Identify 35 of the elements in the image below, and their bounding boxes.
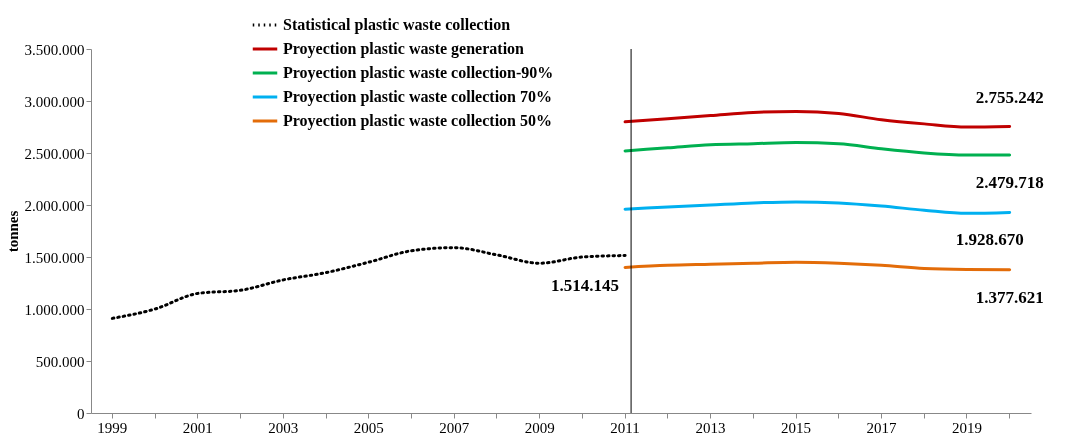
legend-label: Proyection plastic waste collection 70% — [283, 88, 552, 106]
y-tick-label: 2.000.000 — [24, 197, 85, 214]
legend-label: Proyection plastic waste collection 50% — [283, 112, 552, 130]
y-tick-label: 1.000.000 — [24, 301, 85, 318]
y-tick-label: 500.000 — [35, 353, 85, 370]
line-series — [623, 260, 1012, 272]
x-tick-label: 2015 — [781, 419, 811, 436]
x-tick-label: 2019 — [951, 419, 982, 436]
line-series — [110, 246, 627, 320]
legend-label: Proyection plastic waste collection-90% — [283, 64, 554, 82]
x-tick-label: 2017 — [866, 419, 897, 436]
y-tick-label: 1.500.000 — [24, 249, 85, 266]
line-series — [623, 109, 1012, 129]
y-axis-title: tonnes — [4, 210, 21, 253]
x-tick-label: 2007 — [439, 419, 470, 436]
y-tick-label: 3.500.000 — [24, 41, 85, 58]
line-series — [623, 141, 1012, 157]
line-series — [623, 200, 1012, 215]
y-tick-label: 3.000.000 — [24, 93, 85, 110]
annotation: 1.377.621 — [975, 287, 1044, 307]
y-tick-label: 2.500.000 — [24, 145, 85, 162]
annotation: 1.928.670 — [955, 230, 1024, 250]
x-tick-label: 2011 — [610, 419, 640, 436]
annotation: 2.479.718 — [975, 173, 1044, 193]
legend-label: Statistical plastic waste collection — [283, 16, 511, 34]
x-tick-label: 2013 — [695, 419, 726, 436]
annotation: 2.755.242 — [975, 88, 1044, 108]
x-tick-label: 2005 — [353, 419, 384, 436]
legend-label: Proyection plastic waste generation — [283, 40, 525, 58]
x-tick-label: 2001 — [182, 419, 213, 436]
x-tick-label: 2003 — [268, 419, 299, 436]
x-tick-label: 1999 — [97, 419, 128, 436]
y-tick-label: 0 — [77, 405, 85, 422]
x-tick-label: 2009 — [524, 419, 555, 436]
annotation: 1.514.145 — [551, 275, 620, 295]
